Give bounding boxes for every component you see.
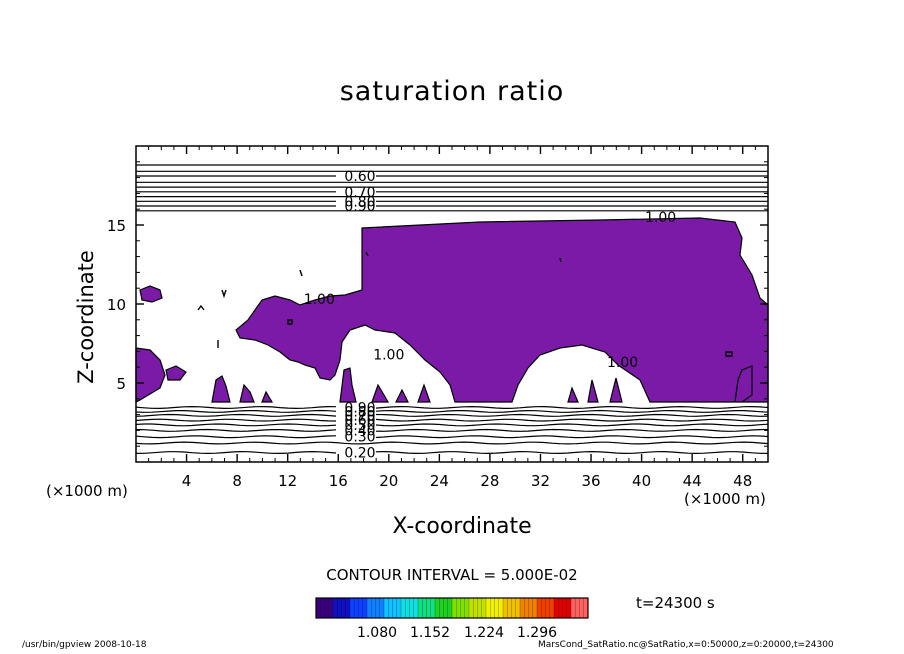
- contour-label: 0.40: [344, 423, 375, 439]
- x-tick-label: 28: [480, 472, 499, 490]
- x-axis-label: X-coordinate: [392, 514, 532, 539]
- region-label: 1.00: [304, 292, 335, 308]
- footer-data-info: MarsCond_SatRatio.nc@SatRatio,x=0:50000,…: [538, 640, 834, 650]
- x-tick-label: 12: [278, 472, 297, 490]
- y-tick-label: 15: [107, 217, 126, 235]
- chart-title: saturation ratio: [339, 76, 565, 107]
- colorbar-frame: [315, 597, 589, 619]
- contour-label: 0.60: [344, 169, 375, 185]
- contour-label: 0.80: [344, 404, 375, 420]
- contour-line: [135, 435, 769, 439]
- contour-label: 0.60: [344, 413, 375, 429]
- small-contour-marks: [197, 251, 733, 357]
- contour-line: [135, 413, 769, 417]
- colorbar-tick-label: 1.224: [464, 625, 504, 641]
- contour-label: 0.50: [344, 418, 375, 434]
- saturated-region-blob-left: [139, 285, 163, 303]
- contour-label: 0.90: [344, 199, 375, 215]
- saturated-region-left: [135, 347, 166, 403]
- contour-line: [135, 409, 769, 413]
- x-axis-unit-right: (×1000 m): [684, 490, 766, 508]
- x-axis-unit-left: (×1000 m): [46, 482, 128, 500]
- colorbar-tick-label: 1.296: [517, 625, 557, 641]
- region-label: 1.00: [645, 210, 676, 226]
- region-contour-labels: 1.00 1.00 1.00 1.00: [304, 210, 676, 371]
- saturated-region: [135, 217, 769, 403]
- x-tick-label: 44: [683, 472, 702, 490]
- x-tick-label: 40: [632, 472, 651, 490]
- region-label: 1.00: [607, 355, 638, 371]
- contour-label: 0.30: [344, 430, 375, 446]
- y-tick-label: 10: [107, 296, 126, 314]
- saturated-region-spikes: [211, 367, 623, 403]
- x-tick-labels: 4 8 12 16 20 24 28 32 36 40 44 48: [182, 472, 752, 490]
- time-stamp: t=24300 s: [636, 594, 715, 612]
- contour-label: 0.90: [344, 401, 375, 417]
- colorbar-tick-label: 1.080: [357, 625, 397, 641]
- contour-line: [135, 418, 769, 422]
- lower-contour-lines: 0.900.800.700.600.500.400.300.20: [135, 401, 769, 462]
- saturated-region-blob-small: [165, 365, 187, 381]
- x-tick-label: 16: [329, 472, 348, 490]
- x-tick-label: 4: [182, 472, 192, 490]
- colorbar-tick-label: 1.152: [410, 625, 450, 641]
- x-tick-label: 24: [430, 472, 449, 490]
- contour-label: 0.70: [344, 408, 375, 424]
- axis-ticks: [136, 146, 768, 462]
- contour-line: [135, 423, 769, 427]
- y-tick-label: 5: [116, 375, 126, 393]
- x-tick-label: 20: [379, 472, 398, 490]
- upper-contour-lines: 0.600.700.800.90: [136, 164, 768, 215]
- x-tick-label: 36: [581, 472, 600, 490]
- colorbar: [315, 597, 589, 619]
- contour-line: [135, 450, 769, 455]
- y-tick-labels: 5 10 15: [107, 217, 126, 393]
- x-tick-label: 8: [232, 472, 242, 490]
- x-tick-label: 32: [531, 472, 550, 490]
- contour-line: [135, 441, 769, 445]
- footer-program-info: /usr/bin/gpview 2008-10-18: [22, 640, 147, 650]
- colorbar-tick-labels: 1.080 1.152 1.224 1.296: [357, 625, 557, 641]
- contour-interval-text: CONTOUR INTERVAL = 5.000E-02: [326, 566, 578, 584]
- contour-label: 0.80: [344, 194, 375, 210]
- contour-line: [135, 428, 769, 432]
- contour-line: [135, 405, 769, 410]
- saturated-region-main: [235, 217, 769, 403]
- region-label: 1.00: [373, 347, 404, 363]
- x-tick-label: 48: [733, 472, 752, 490]
- contour-label: 0.20: [344, 446, 375, 462]
